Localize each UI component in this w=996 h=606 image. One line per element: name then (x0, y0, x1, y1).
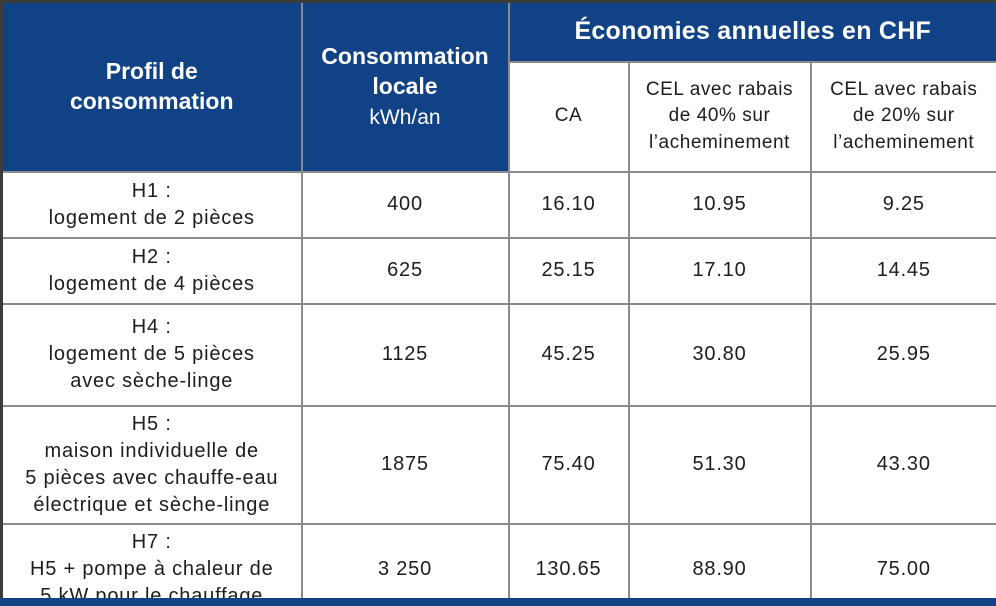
cel40-value-cell: 88.90 (627, 522, 812, 598)
column-header-cel20: CEL avec rabais de 20% sur l’acheminemen… (809, 60, 996, 173)
consumption-cell: 3 250 (300, 522, 510, 598)
cel20-value-cell: 25.95 (809, 302, 996, 407)
ca-value-cell: 16.10 (507, 170, 630, 239)
consumption-unit-label: kWh/an (369, 105, 441, 129)
column-header-consumption: Consommation locale kWh/an (300, 0, 510, 173)
ca-value-cell: 45.25 (507, 302, 630, 407)
cel40-value-cell: 51.30 (627, 404, 812, 525)
cel20-value-cell: 75.00 (809, 522, 996, 598)
consumption-cell: 1125 (300, 302, 510, 407)
ca-value-cell: 25.15 (507, 236, 630, 305)
column-header-profile: Profil de consommation (0, 0, 303, 173)
table-header: Profil de consommation Consommation loca… (0, 0, 996, 173)
consumption-cell: 1875 (300, 404, 510, 525)
header-row-sub: CA CEL avec rabais de 40% sur l’achemine… (2, 60, 996, 173)
savings-banner: Économies annuelles en CHF (507, 0, 996, 63)
table-row: H5 : maison individuelle de 5 pièces ave… (0, 404, 996, 525)
profile-cell: H7 : H5 + pompe à chaleur de 5 kW pour l… (0, 522, 303, 598)
cel40-value-cell: 17.10 (627, 236, 812, 305)
table-body: H1 : logement de 2 pièces 400 16.10 10.9… (0, 170, 996, 598)
header-row-banner: Profil de consommation Consommation loca… (0, 0, 996, 173)
table-row: H4 : logement de 5 pièces avec sèche-lin… (0, 302, 996, 407)
profile-cell: H2 : logement de 4 pièces (0, 236, 303, 305)
table-row: H1 : logement de 2 pièces 400 16.10 10.9… (0, 170, 996, 239)
table-row: H7 : H5 + pompe à chaleur de 5 kW pour l… (0, 522, 996, 598)
cel40-value-cell: 30.80 (627, 302, 812, 407)
consumption-title: Consommation locale (321, 43, 489, 100)
column-header-cel40: CEL avec rabais de 40% sur l’acheminemen… (627, 60, 812, 173)
profile-cell: H5 : maison individuelle de 5 pièces ave… (0, 404, 303, 525)
cel20-value-cell: 9.25 (809, 170, 996, 239)
cel20-value-cell: 14.45 (809, 236, 996, 305)
ca-value-cell: 130.65 (507, 522, 630, 598)
consumption-cell: 400 (300, 170, 510, 239)
column-header-ca: CA (507, 60, 630, 173)
cel40-value-cell: 10.95 (627, 170, 812, 239)
ca-value-cell: 75.40 (507, 404, 630, 525)
profile-cell: H1 : logement de 2 pièces (0, 170, 303, 239)
cel20-value-cell: 43.30 (809, 404, 996, 525)
consumption-cell: 625 (300, 236, 510, 305)
table-row: H2 : logement de 4 pièces 625 25.15 17.1… (0, 236, 996, 305)
profile-cell: H4 : logement de 5 pièces avec sèche-lin… (0, 302, 303, 407)
